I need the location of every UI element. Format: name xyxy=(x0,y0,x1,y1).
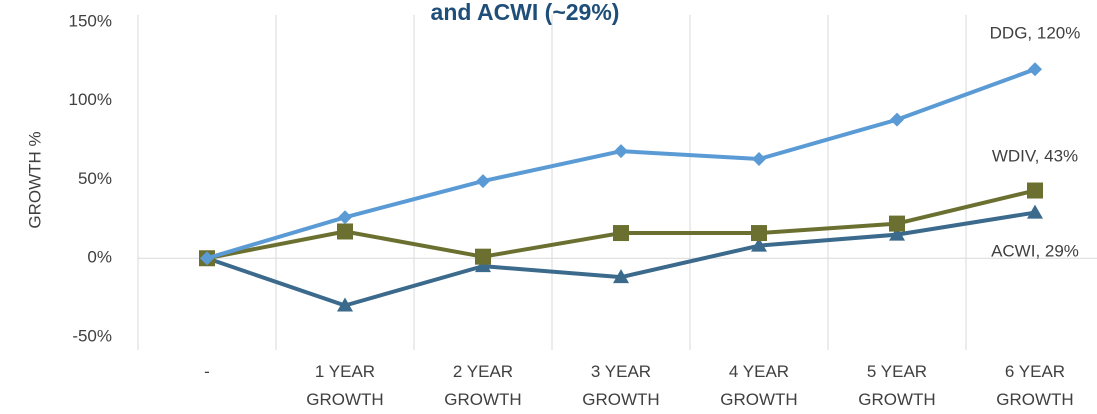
chart-title: and ACWI (~29%) xyxy=(431,0,620,25)
annotation: DDG, 120% xyxy=(990,23,1081,42)
x-tick-label: - xyxy=(204,362,210,381)
marker xyxy=(475,258,491,273)
y-tick-label: -50% xyxy=(72,326,112,345)
x-tick-label: 4 YEAR GROWTH xyxy=(720,362,798,409)
y-tick-label: 150% xyxy=(69,11,112,30)
marker xyxy=(613,269,629,284)
marker xyxy=(1028,62,1042,77)
y-tick-label: 0% xyxy=(87,248,112,267)
marker xyxy=(337,223,353,240)
marker xyxy=(889,226,905,241)
series-line xyxy=(206,188,1036,261)
marker xyxy=(613,225,629,242)
marker xyxy=(476,174,490,189)
marker xyxy=(475,248,491,265)
marker xyxy=(752,152,766,167)
x-tick-label: 2 YEAR GROWTH xyxy=(444,362,522,409)
annotation: ACWI, 29% xyxy=(991,241,1079,260)
marker xyxy=(614,144,628,159)
marker xyxy=(890,112,904,127)
x-tick-label: 6 YEAR GROWTH xyxy=(996,362,1074,409)
marker xyxy=(751,225,767,242)
marker xyxy=(338,210,352,225)
y-tick-label: 100% xyxy=(69,90,112,109)
marker xyxy=(751,237,767,252)
annotation: WDIV, 43% xyxy=(992,146,1078,165)
y-tick-label: 50% xyxy=(78,169,112,188)
x-tick-label: 5 YEAR GROWTH xyxy=(858,362,936,409)
marker xyxy=(337,297,353,312)
x-tick-label: 3 YEAR GROWTH xyxy=(582,362,660,409)
marker xyxy=(1027,182,1043,199)
marker xyxy=(1027,204,1043,219)
x-tick-label: 1 YEAR GROWTH xyxy=(306,362,384,409)
y-axis-label: GROWTH % xyxy=(25,131,44,228)
marker xyxy=(200,251,214,266)
marker xyxy=(889,215,905,232)
